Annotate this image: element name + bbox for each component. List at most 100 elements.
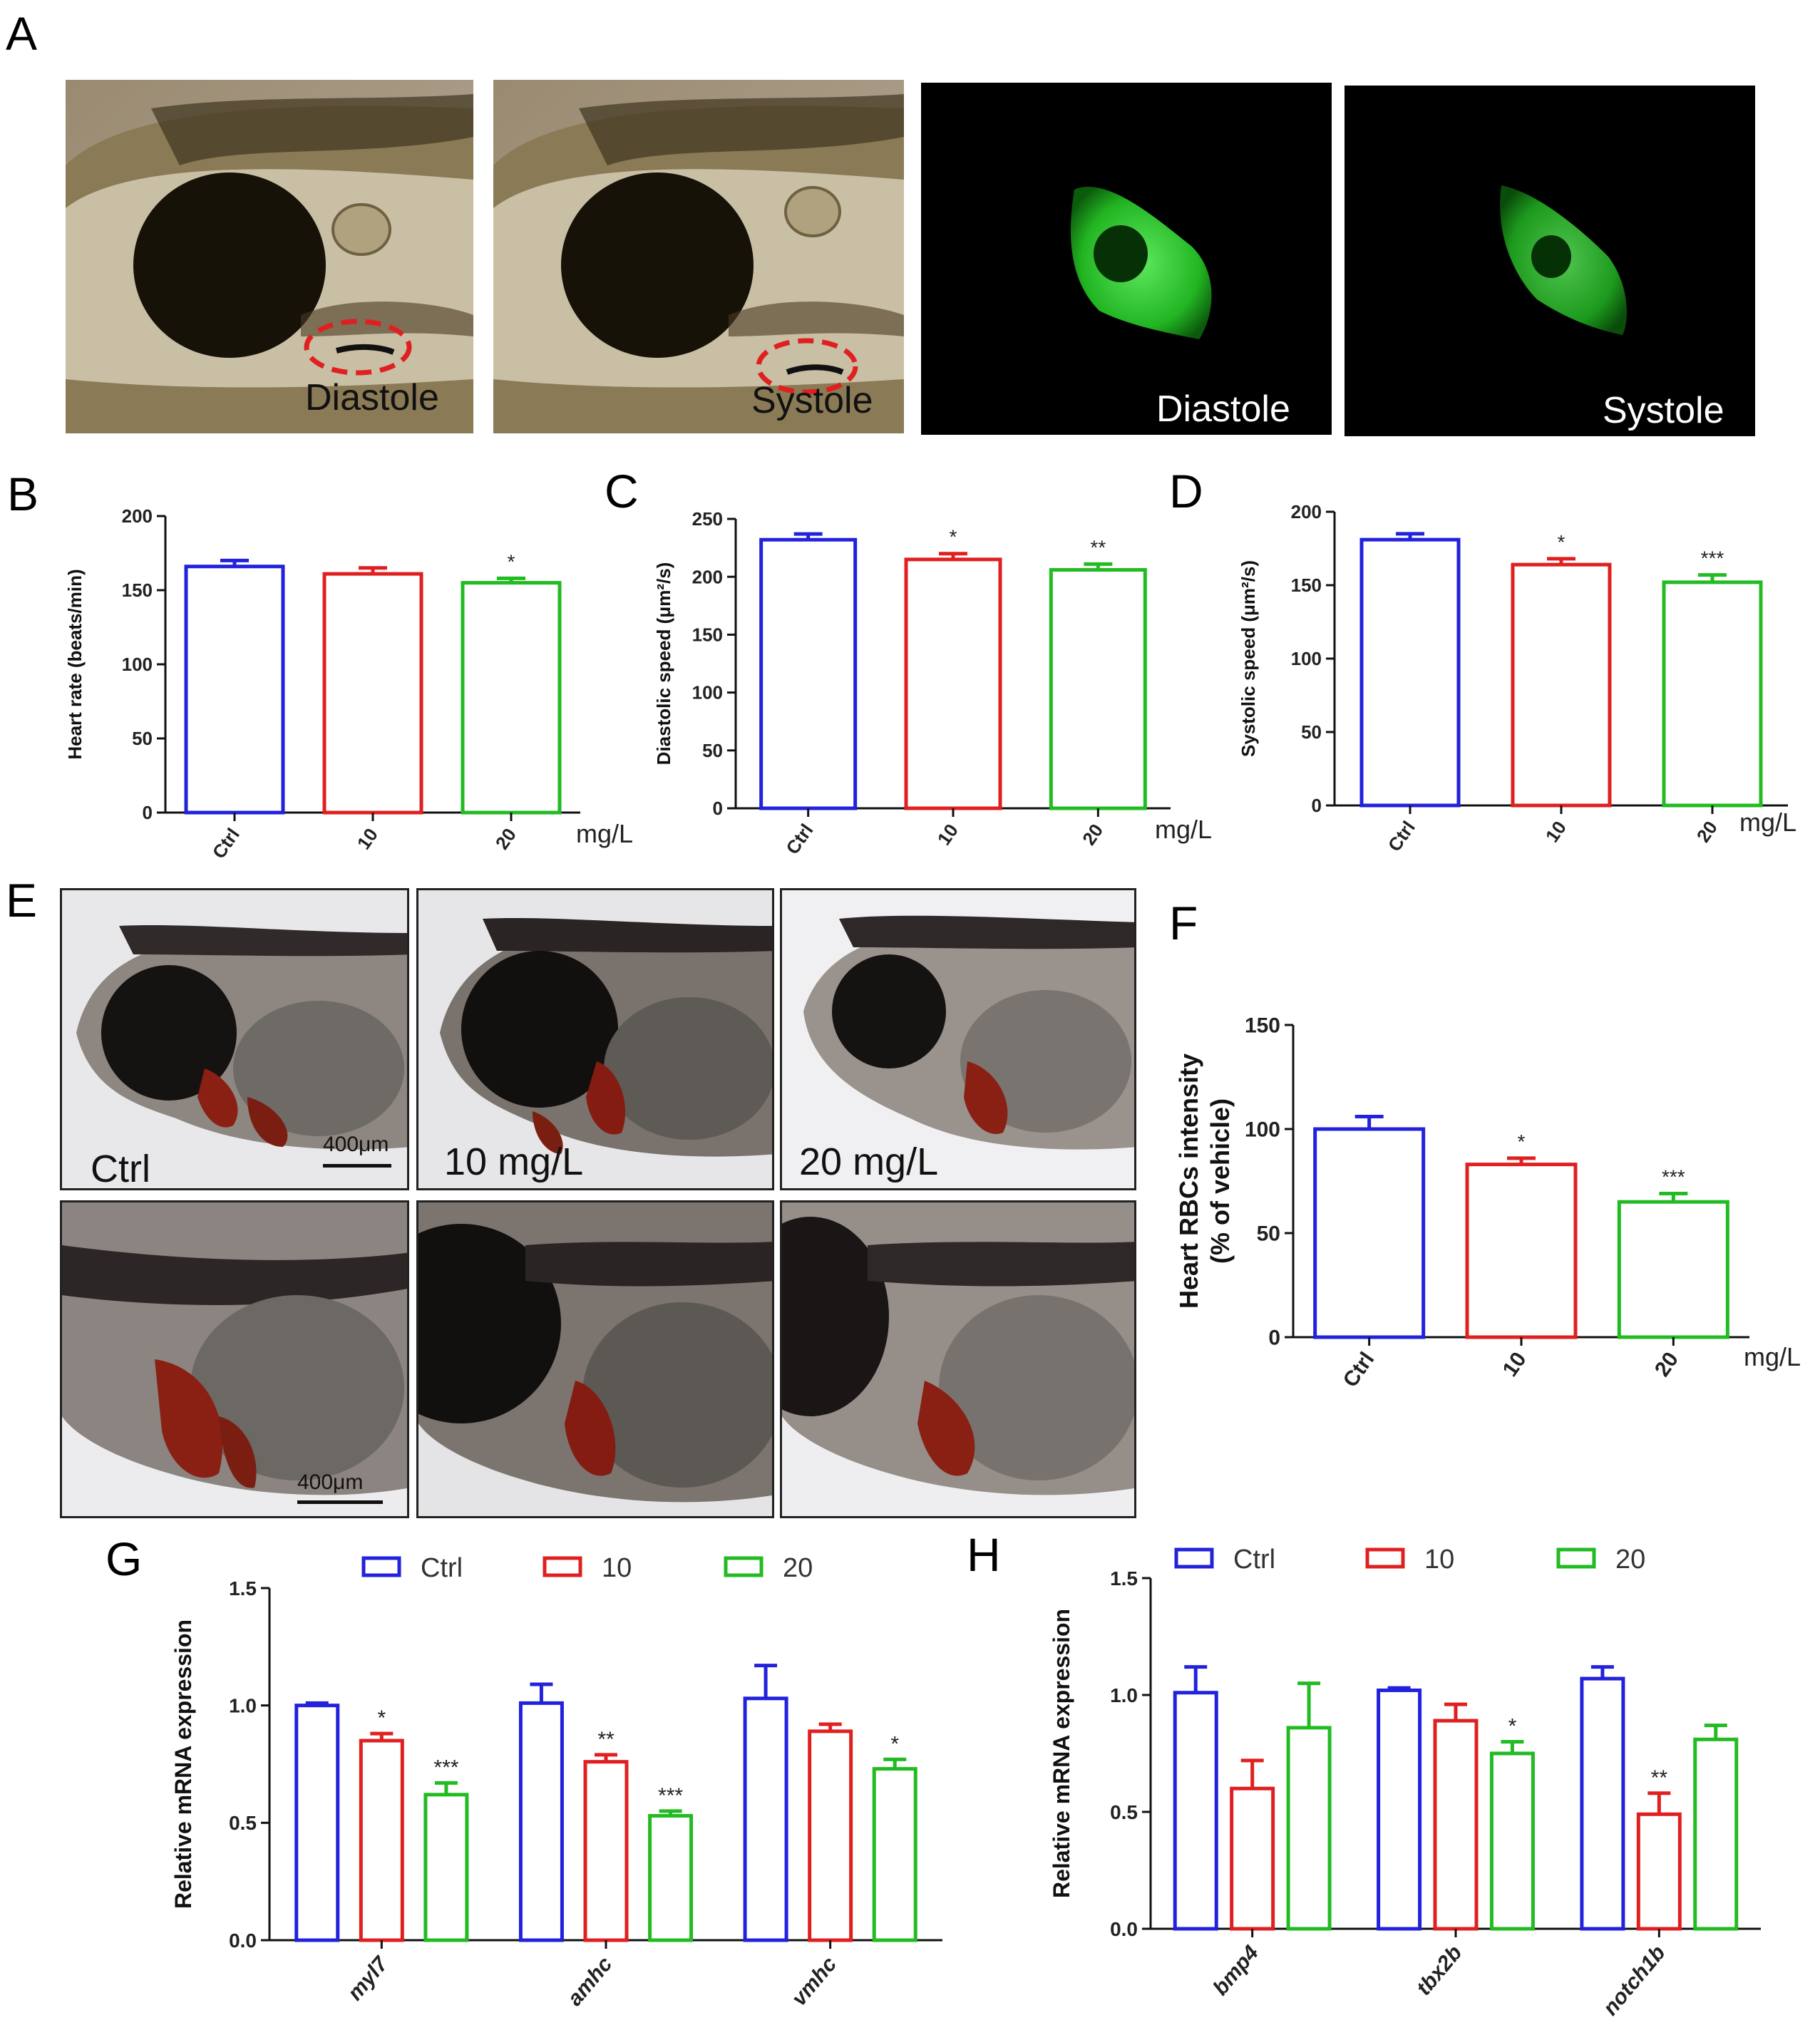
y-axis-label: Heart RBCs intensity(% of vehicle) — [1174, 1053, 1235, 1309]
larva-image-10mgl: 10 mg/L — [416, 888, 774, 1190]
legend-swatch — [543, 1556, 582, 1577]
bar — [904, 557, 1002, 810]
bar — [184, 565, 285, 815]
x-tick-label: tbx2b — [1412, 1941, 1467, 2000]
x-tick-label: 10 — [353, 824, 382, 853]
chart-h: 0.0 0.5 1.0 1.5 Relative mRNA expression bmp4… — [1049, 1545, 1761, 2020]
y-tick-label: 50 — [132, 728, 153, 749]
bar — [1465, 1163, 1578, 1339]
legend-swatch — [1365, 1547, 1405, 1569]
panel-letter-b: B — [7, 468, 39, 520]
scale-bar — [297, 1500, 383, 1504]
significance-mark: ** — [1651, 1766, 1668, 1790]
significance-mark: * — [950, 526, 957, 548]
unit-label: mg/L — [1739, 808, 1796, 837]
panel-letter-c: C — [605, 465, 639, 517]
chart-f: 0 50 100 150 Heart RBCs intensity(% of vehic… — [1174, 1014, 1801, 1392]
bar — [1230, 1786, 1275, 1931]
x-tick-label: 10 — [1498, 1348, 1531, 1381]
x-tick-label: Ctrl — [1384, 817, 1419, 855]
bar — [518, 1701, 564, 1942]
y-tick-label: 200 — [692, 566, 723, 587]
bar — [1359, 537, 1461, 808]
x-tick-label: amhc — [563, 1952, 617, 2010]
y-tick-label: 0 — [1268, 1326, 1280, 1350]
significance-mark: * — [1558, 531, 1565, 553]
bar — [423, 1793, 469, 1942]
larva-zoom-20mgl — [780, 1200, 1136, 1518]
significance-mark: * — [1518, 1130, 1526, 1153]
bar — [1617, 1200, 1729, 1339]
bar — [808, 1729, 853, 1942]
significance-mark: * — [890, 1732, 899, 1756]
group-label: Ctrl — [91, 1148, 150, 1190]
bar — [648, 1813, 694, 1942]
legend-swatch — [1174, 1547, 1214, 1569]
x-tick-label: 20 — [491, 824, 520, 853]
larva-zoom-ctrl: 400μm — [60, 1200, 409, 1518]
legend-swatch — [361, 1556, 401, 1577]
x-tick-label: myl7 — [343, 1952, 393, 2005]
significance-mark: ** — [597, 1728, 615, 1751]
y-tick-label: 1.0 — [229, 1694, 257, 1716]
group-label: 10 mg/L — [444, 1140, 584, 1183]
x-tick-label: Ctrl — [1339, 1348, 1379, 1391]
significance-mark: * — [1508, 1715, 1517, 1738]
legend-label: 20 — [1615, 1545, 1645, 1575]
y-tick-label: 100 — [692, 682, 723, 704]
x-tick-label: 20 — [1078, 820, 1107, 849]
y-tick-label: 150 — [692, 624, 723, 646]
significance-mark: ** — [1090, 536, 1106, 558]
fluorescence-image-diastole: Diastole — [921, 83, 1332, 435]
y-axis-label: Heart rate (beats/min) — [64, 569, 86, 759]
y-axis-label: Diastolic speed (μm²/s) — [653, 562, 674, 766]
bar — [759, 537, 858, 810]
y-tick-label: 0 — [713, 798, 723, 819]
y-tick-label: 50 — [1257, 1222, 1280, 1246]
scale-bar-label: 400μm — [297, 1470, 364, 1494]
y-tick-label: 0 — [1312, 795, 1322, 816]
bar — [1313, 1127, 1426, 1339]
scale-bar-label: 400μm — [323, 1133, 389, 1156]
image-label: Diastole — [1156, 388, 1290, 430]
y-tick-label: 50 — [702, 740, 723, 761]
significance-mark: *** — [658, 1784, 683, 1808]
scale-bar — [323, 1164, 391, 1168]
group-label: 20 mg/L — [799, 1140, 939, 1183]
bar — [359, 1738, 404, 1942]
y-tick-label: 50 — [1301, 721, 1322, 743]
bar — [1286, 1726, 1332, 1931]
significance-mark: * — [508, 550, 515, 572]
legend-label: 20 — [783, 1553, 813, 1583]
legend-swatch — [1556, 1547, 1596, 1569]
y-axis-label: Systolic speed (μm²/s) — [1238, 560, 1259, 757]
bar — [1662, 580, 1763, 808]
y-tick-label: 200 — [1291, 501, 1322, 522]
legend-label: Ctrl — [1233, 1545, 1275, 1575]
unit-label: mg/L — [1155, 815, 1212, 844]
chart-b: 0 50 100 150 200 Heart rate (beats/min) Ctrl 10… — [64, 505, 633, 862]
bar — [1580, 1676, 1625, 1931]
panel-letter-h: H — [967, 1528, 1001, 1581]
unit-label: mg/L — [1744, 1342, 1801, 1371]
bar — [1636, 1812, 1682, 1931]
y-axis-label: Relative mRNA expression — [170, 1619, 196, 1909]
unit-label: mg/L — [576, 819, 633, 848]
image-label: Systole — [751, 380, 873, 421]
y-axis-label: Relative mRNA expression — [1049, 1609, 1074, 1898]
brightfield-image-diastole: Diastole — [66, 80, 473, 433]
larva-zoom-10mgl — [416, 1200, 774, 1518]
image-label: Diastole — [305, 377, 439, 418]
x-tick-label: 20 — [1692, 817, 1722, 846]
y-tick-label: 150 — [122, 579, 153, 601]
y-tick-label: 1.0 — [1110, 1684, 1138, 1706]
chart-d: 0 50 100 150 200 Systolic speed (μm²/s) Ctrl * 1… — [1238, 501, 1796, 855]
bar — [872, 1767, 917, 1942]
y-tick-label: 0 — [143, 802, 153, 823]
legend-label: 10 — [1424, 1545, 1454, 1575]
legend-label: 10 — [602, 1553, 632, 1583]
y-tick-label: 0.5 — [1110, 1801, 1138, 1823]
y-tick-label: 0.0 — [1110, 1918, 1138, 1940]
significance-mark: *** — [1701, 547, 1724, 570]
